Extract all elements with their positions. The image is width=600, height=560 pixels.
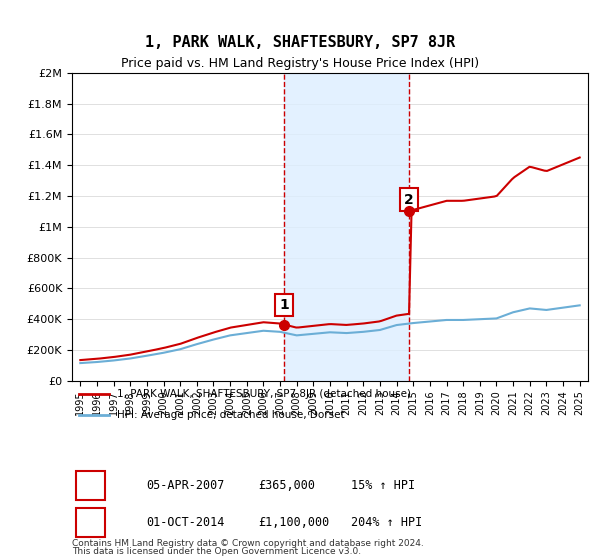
Text: 1: 1 xyxy=(280,298,289,312)
Text: £1,100,000: £1,100,000 xyxy=(258,516,329,529)
Text: 1, PARK WALK, SHAFTESBURY, SP7 8JR (detached house): 1, PARK WALK, SHAFTESBURY, SP7 8JR (deta… xyxy=(116,389,410,399)
Text: 2: 2 xyxy=(404,193,414,207)
Bar xyxy=(284,73,409,381)
FancyBboxPatch shape xyxy=(76,472,106,501)
Text: 1, PARK WALK, SHAFTESBURY, SP7 8JR: 1, PARK WALK, SHAFTESBURY, SP7 8JR xyxy=(145,35,455,50)
Text: £365,000: £365,000 xyxy=(258,479,315,492)
FancyBboxPatch shape xyxy=(76,507,106,536)
Text: 2: 2 xyxy=(87,516,94,529)
Text: Price paid vs. HM Land Registry's House Price Index (HPI): Price paid vs. HM Land Registry's House … xyxy=(121,57,479,70)
Text: 1: 1 xyxy=(87,479,94,492)
Text: HPI: Average price, detached house, Dorset: HPI: Average price, detached house, Dors… xyxy=(116,410,344,420)
Text: This data is licensed under the Open Government Licence v3.0.: This data is licensed under the Open Gov… xyxy=(72,547,361,556)
Text: 15% ↑ HPI: 15% ↑ HPI xyxy=(351,479,415,492)
Text: 05-APR-2007: 05-APR-2007 xyxy=(146,479,225,492)
Text: Contains HM Land Registry data © Crown copyright and database right 2024.: Contains HM Land Registry data © Crown c… xyxy=(72,539,424,548)
Text: 204% ↑ HPI: 204% ↑ HPI xyxy=(351,516,422,529)
Text: 01-OCT-2014: 01-OCT-2014 xyxy=(146,516,225,529)
